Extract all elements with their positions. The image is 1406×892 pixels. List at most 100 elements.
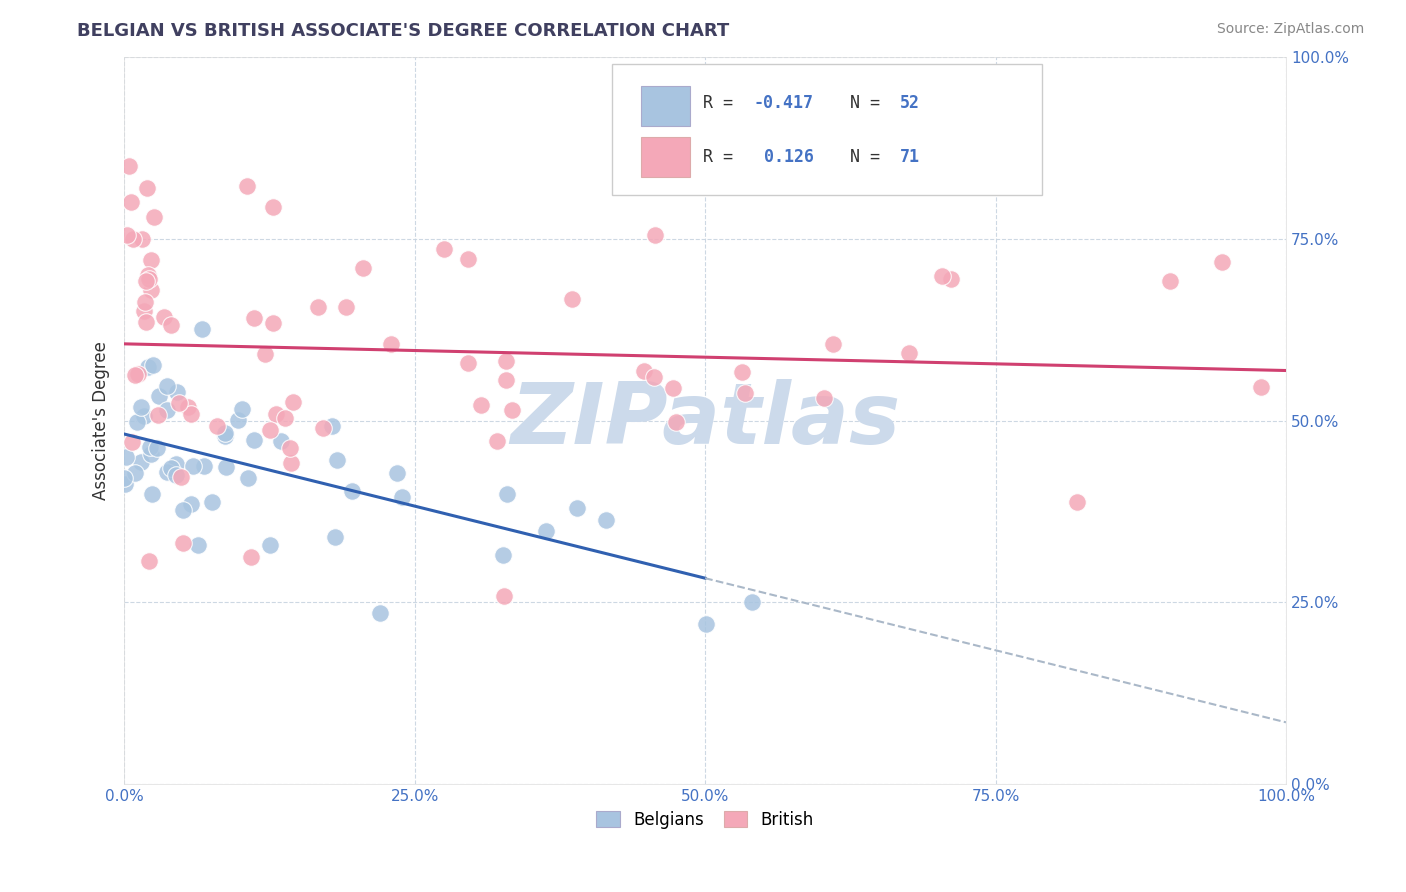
Point [283, 395, 305, 409]
Point [153, 310, 176, 325]
Point [127, 368, 149, 382]
Point [266, 407, 288, 421]
Point [385, 466, 408, 480]
Point [1211, 254, 1233, 268]
Point [1066, 494, 1088, 508]
Point [565, 500, 588, 515]
Point [177, 400, 200, 414]
Point [731, 365, 754, 379]
Point [167, 395, 190, 409]
Text: Source: ZipAtlas.com: Source: ZipAtlas.com [1216, 22, 1364, 37]
Legend: Belgians, British: Belgians, British [589, 804, 821, 835]
Point [335, 300, 357, 314]
FancyBboxPatch shape [612, 64, 1042, 195]
Point [239, 550, 262, 565]
Point [139, 440, 162, 454]
Point [243, 433, 266, 447]
Point [132, 409, 155, 423]
Point [215, 459, 238, 474]
Y-axis label: Associate's Degree: Associate's Degree [93, 341, 110, 500]
Point [501, 403, 523, 417]
Point [124, 368, 146, 382]
Text: -0.417: -0.417 [754, 94, 814, 112]
Point [307, 300, 329, 314]
Point [495, 373, 517, 387]
Point [118, 159, 141, 173]
Point [214, 429, 236, 443]
Point [595, 513, 617, 527]
Point [821, 337, 844, 351]
Point [120, 195, 142, 210]
Point [734, 386, 756, 401]
Point [1159, 274, 1181, 288]
Point [643, 370, 665, 384]
Point [340, 483, 363, 498]
Point [114, 470, 136, 484]
Point [633, 364, 655, 378]
Point [131, 231, 153, 245]
Point [311, 421, 333, 435]
Point [457, 252, 479, 266]
Point [380, 337, 402, 351]
Text: BELGIAN VS BRITISH ASSOCIATE'S DEGREE CORRELATION CHART: BELGIAN VS BRITISH ASSOCIATE'S DEGREE CO… [77, 22, 730, 40]
Point [433, 243, 456, 257]
Point [145, 441, 167, 455]
Text: 0.126: 0.126 [754, 148, 814, 166]
Point [236, 471, 259, 485]
Point [134, 274, 156, 288]
Point [939, 272, 962, 286]
Point [278, 441, 301, 455]
Point [172, 536, 194, 550]
Point [115, 227, 138, 242]
Point [534, 524, 557, 538]
Point [391, 490, 413, 504]
Point [165, 467, 187, 482]
Text: R =: R = [703, 94, 742, 112]
Point [231, 401, 253, 416]
Point [560, 292, 582, 306]
Point [124, 467, 146, 481]
FancyBboxPatch shape [641, 86, 690, 126]
Point [146, 408, 169, 422]
Point [141, 283, 163, 297]
Point [142, 358, 165, 372]
Point [352, 261, 374, 276]
Text: 71: 71 [900, 148, 921, 166]
Point [665, 415, 688, 429]
Point [200, 495, 222, 509]
Point [159, 460, 181, 475]
Point [259, 538, 281, 552]
Point [193, 459, 215, 474]
Text: R =: R = [703, 148, 742, 166]
Point [166, 385, 188, 400]
Point [138, 554, 160, 568]
Text: 52: 52 [900, 94, 921, 112]
Point [132, 304, 155, 318]
Point [262, 200, 284, 214]
Point [495, 487, 517, 501]
Point [368, 606, 391, 620]
Point [205, 418, 228, 433]
Point [148, 389, 170, 403]
Point [931, 268, 953, 283]
Point [495, 354, 517, 368]
Point [136, 359, 159, 374]
Point [187, 538, 209, 552]
Point [236, 178, 259, 193]
Point [127, 415, 149, 429]
Point [129, 455, 152, 469]
Point [1250, 380, 1272, 394]
Point [214, 426, 236, 441]
Point [243, 310, 266, 325]
Point [131, 401, 153, 415]
Point [136, 180, 159, 194]
FancyBboxPatch shape [641, 136, 690, 177]
Point [270, 434, 292, 448]
Point [156, 379, 179, 393]
Point [325, 452, 347, 467]
Point [254, 347, 277, 361]
Point [134, 295, 156, 310]
Point [181, 458, 204, 473]
Point [141, 487, 163, 501]
Point [156, 466, 179, 480]
